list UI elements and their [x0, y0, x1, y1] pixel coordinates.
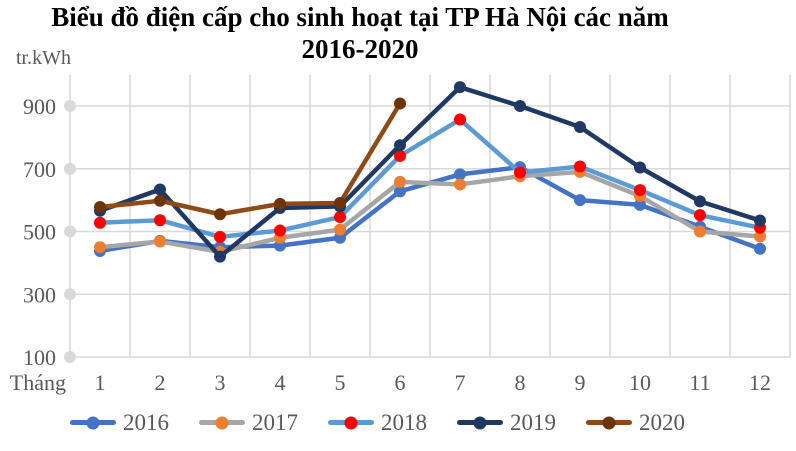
- gridline-cap-dot: [64, 100, 76, 112]
- data-point-2019: [514, 100, 526, 112]
- y-axis-unit-label: tr.kWh: [16, 47, 71, 69]
- data-point-2018: [454, 113, 466, 126]
- legend-label: 2019: [510, 410, 556, 435]
- data-point-2017: [334, 223, 346, 236]
- data-point-2018: [94, 216, 106, 229]
- legend-line-swatch: [586, 416, 632, 429]
- series-line-2020: [97, 101, 403, 217]
- gridline-cap-dot: [64, 351, 76, 363]
- x-tick-label: 8: [515, 370, 526, 395]
- chart-legend: 2016 2017 2018 2019 2020: [70, 411, 685, 434]
- data-point-2019: [394, 139, 406, 152]
- data-point-2020: [94, 201, 106, 214]
- data-point-2017: [754, 230, 766, 243]
- legend-label: 2016: [123, 410, 169, 435]
- x-tick-label: 5: [335, 370, 346, 395]
- data-point-2020: [334, 196, 346, 209]
- data-point-2018: [574, 160, 586, 173]
- data-point-2018: [694, 209, 706, 222]
- data-point-2019: [634, 161, 646, 174]
- data-point-2020: [214, 208, 226, 221]
- gridline-cap-dot: [64, 162, 76, 175]
- x-tick-label: 3: [215, 370, 226, 395]
- legend-line-swatch: [199, 416, 245, 429]
- data-point-2016: [754, 242, 766, 255]
- legend-marker-dot: [602, 416, 616, 429]
- x-tick-label: 11: [689, 370, 710, 395]
- data-point-2016: [634, 198, 646, 211]
- legend-item-2017: 2017: [199, 411, 298, 434]
- x-tick-label: 9: [575, 370, 586, 395]
- data-point-2018: [274, 224, 286, 237]
- y-tick-label: 900: [23, 94, 56, 119]
- data-point-2019: [454, 81, 466, 94]
- data-point-2020: [274, 197, 286, 210]
- x-tick-label: 6: [395, 370, 406, 395]
- data-point-2020: [154, 194, 166, 207]
- gridline-cap-dot: [64, 288, 76, 301]
- data-point-2017: [454, 178, 466, 191]
- data-point-2019: [214, 250, 226, 263]
- x-tick-label: 7: [455, 370, 466, 395]
- data-point-2017: [154, 235, 166, 248]
- legend-marker-dot: [344, 416, 358, 429]
- data-point-2020: [394, 97, 406, 110]
- data-point-2018: [514, 166, 526, 179]
- y-axis-tick-labels: 100 300 500 700 900: [23, 94, 56, 370]
- series-2020: [94, 97, 406, 221]
- data-point-2016: [454, 168, 466, 181]
- x-tick-label: 10: [629, 370, 651, 395]
- y-tick-label: 700: [23, 157, 56, 182]
- data-point-2019: [574, 121, 586, 134]
- data-point-2018: [634, 184, 646, 197]
- data-point-2018: [154, 214, 166, 227]
- x-tick-label: 1: [95, 370, 106, 395]
- y-tick-label: 100: [23, 345, 56, 370]
- legend-label: 2017: [252, 410, 298, 435]
- gridline-cap-dot: [64, 225, 76, 238]
- data-point-2016: [574, 194, 586, 207]
- data-point-2019: [694, 195, 706, 208]
- data-point-2018: [394, 149, 406, 162]
- chart-title-line1: Biểu đồ điện cấp cho sinh hoạt tại TP Hà…: [51, 2, 669, 32]
- x-tick-label: 12: [749, 370, 771, 395]
- legend-marker-dot: [473, 416, 487, 429]
- legend-label: 2020: [639, 410, 685, 435]
- x-tick-label: 2: [155, 370, 166, 395]
- data-point-2016: [394, 185, 406, 198]
- series-2018: [94, 113, 766, 243]
- series-line-2017: [97, 169, 763, 255]
- legend-item-2019: 2019: [457, 411, 556, 434]
- data-point-2018: [214, 230, 226, 243]
- data-point-2017: [394, 175, 406, 188]
- horizontal-gridlines: [64, 100, 790, 363]
- y-tick-label: 500: [23, 220, 56, 245]
- data-point-2018: [334, 211, 346, 224]
- legend-item-2020: 2020: [586, 411, 685, 434]
- y-tick-label: 300: [23, 282, 56, 307]
- legend-line-swatch: [457, 416, 503, 429]
- legend-marker-dot: [86, 416, 100, 429]
- legend-line-swatch: [328, 416, 374, 429]
- chart-title: Biểu đồ điện cấp cho sinh hoạt tại TP Hà…: [0, 2, 720, 66]
- legend-label: 2018: [381, 410, 427, 435]
- data-point-2019: [154, 183, 166, 196]
- legend-line-swatch: [70, 416, 116, 429]
- data-point-2017: [694, 225, 706, 238]
- legend-marker-dot: [215, 416, 229, 429]
- series-line-2019: [97, 84, 763, 259]
- legend-item-2016: 2016: [70, 411, 169, 434]
- x-axis-label: Tháng: [10, 370, 66, 395]
- data-point-2019: [754, 214, 766, 227]
- data-point-2017: [94, 241, 106, 254]
- chart-title-line2: 2016-2020: [301, 33, 419, 64]
- x-tick-label: 4: [275, 370, 286, 395]
- legend-item-2018: 2018: [328, 411, 427, 434]
- series-line-2018: [97, 117, 763, 240]
